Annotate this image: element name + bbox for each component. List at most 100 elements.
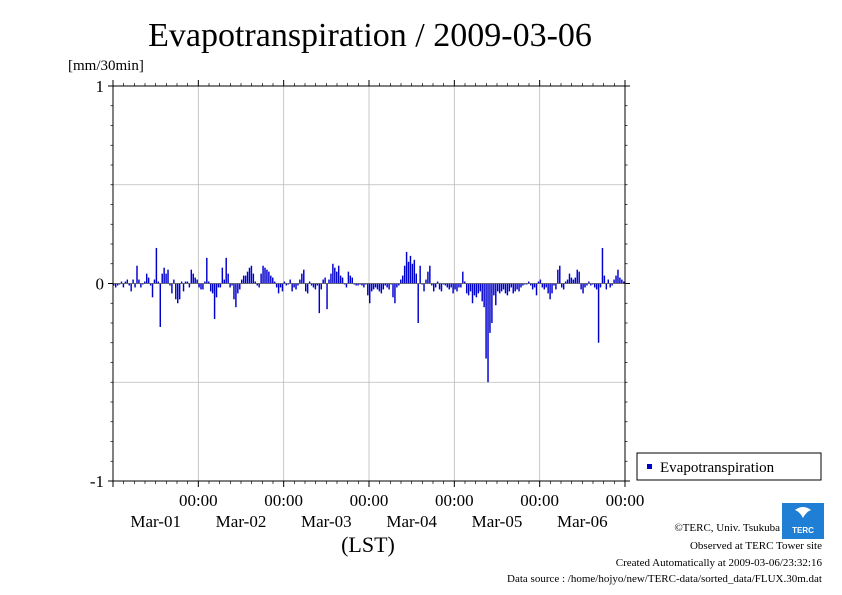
bar (237, 283, 239, 294)
bar (570, 277, 573, 284)
bar (390, 283, 392, 285)
bar (316, 283, 319, 286)
bar (229, 283, 231, 288)
bar (225, 257, 227, 284)
bar (204, 281, 206, 284)
bar (423, 283, 425, 292)
bar (593, 283, 596, 288)
bar (477, 283, 480, 294)
bar (140, 283, 142, 288)
bar (233, 283, 235, 300)
bar (357, 283, 359, 286)
bar (291, 283, 293, 292)
bar (370, 283, 373, 292)
bar (419, 265, 421, 284)
bar (434, 283, 437, 288)
bar (250, 265, 253, 284)
bar (334, 267, 336, 284)
credit-created: Created Automatically at 2009-03-06/23:3… (616, 557, 823, 569)
bar (347, 271, 350, 284)
bar (475, 283, 478, 298)
bar (147, 277, 150, 284)
bar (351, 277, 353, 284)
bar (586, 283, 588, 286)
bar (223, 279, 225, 284)
bar (322, 279, 324, 284)
bar (256, 283, 258, 286)
bar (471, 283, 474, 304)
bar (145, 273, 148, 284)
x-axis-label: (LST) (341, 532, 395, 557)
x-tick-date-label: Mar-05 (472, 512, 523, 531)
bar (138, 279, 140, 284)
bar (592, 283, 594, 285)
bar (438, 283, 441, 290)
bar (543, 283, 545, 290)
bar (169, 283, 171, 286)
bar (599, 283, 602, 288)
bar (516, 283, 518, 290)
bar (617, 269, 619, 284)
bar (285, 283, 288, 286)
bar (537, 281, 540, 284)
bar (378, 283, 381, 292)
bar (124, 281, 127, 284)
bar (401, 275, 404, 284)
bar (566, 279, 569, 284)
bar (367, 283, 369, 296)
bar (122, 283, 125, 288)
bar (336, 271, 338, 284)
terc-logo-drop-icon (795, 507, 811, 518)
bar (159, 283, 161, 327)
bar (349, 275, 352, 284)
x-tick-time-label: 00:00 (264, 491, 303, 510)
bar (128, 283, 130, 286)
bar (217, 283, 220, 288)
bar (531, 283, 534, 290)
bar (175, 283, 177, 300)
bar (155, 247, 158, 284)
bar (493, 283, 495, 296)
bar (196, 279, 198, 284)
bar (157, 281, 160, 284)
bar (473, 283, 476, 296)
bar (601, 247, 604, 284)
bar (277, 283, 280, 294)
bar (448, 283, 450, 290)
bar (188, 283, 191, 288)
x-tick-time-label: 00:00 (520, 491, 559, 510)
bar (518, 283, 520, 292)
bar (479, 283, 481, 292)
bar (555, 283, 557, 290)
bar (293, 283, 295, 288)
bar (561, 283, 563, 288)
bar (607, 279, 609, 284)
bar (198, 283, 200, 288)
bar (246, 271, 249, 284)
bar (281, 283, 284, 292)
bar (200, 283, 202, 290)
bar (467, 283, 470, 296)
bar (295, 283, 297, 290)
bar (595, 283, 598, 290)
bar (564, 281, 567, 284)
bar (425, 279, 427, 284)
x-tick-date-label: Mar-04 (386, 512, 437, 531)
bar (279, 283, 282, 288)
bar (266, 269, 268, 284)
bar (312, 283, 315, 288)
bar (502, 283, 505, 290)
bar (221, 267, 224, 284)
bar (495, 283, 497, 306)
bar (116, 283, 119, 286)
terc-logo: TERC (782, 503, 824, 539)
bar (275, 283, 278, 288)
bar (264, 267, 266, 284)
bar (306, 283, 309, 294)
bar (173, 279, 175, 284)
bar (161, 273, 163, 284)
bar (396, 283, 398, 288)
bar (209, 283, 212, 292)
bar (301, 273, 303, 284)
bar (460, 283, 462, 288)
